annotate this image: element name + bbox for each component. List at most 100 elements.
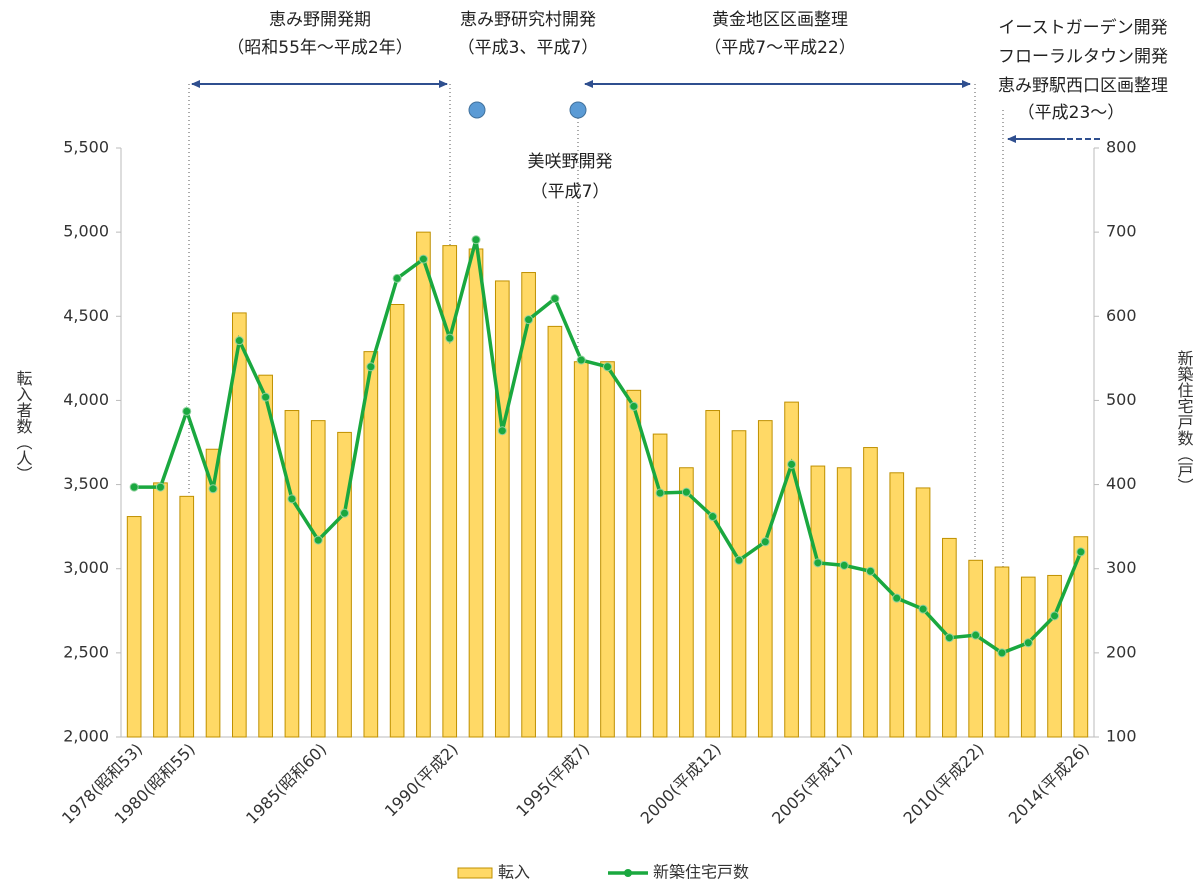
line-point: [839, 560, 849, 570]
bar: [337, 431, 352, 738]
bar: [310, 420, 326, 738]
bar: [968, 559, 983, 738]
y-tick-label: 5,500: [63, 138, 109, 157]
bar: [284, 410, 300, 738]
annotation: 黄金地区区画整理: [712, 10, 848, 30]
line-point: [129, 482, 139, 492]
bar: [600, 361, 615, 738]
y2-tick-label: 700: [1106, 222, 1137, 241]
annotation: フローラルタウン開発: [998, 47, 1168, 67]
line-point: [1050, 611, 1060, 621]
annotation: （昭和55年～平成2年）: [227, 38, 412, 58]
line-point: [603, 362, 612, 372]
bar: [652, 433, 668, 738]
line-point: [918, 604, 928, 614]
y2-tick-label: 200: [1106, 642, 1137, 661]
line-point: [261, 392, 271, 402]
line-point: [971, 630, 981, 640]
bar: [757, 420, 773, 738]
line-point: [997, 648, 1007, 658]
y-tick-label: 3,500: [63, 474, 109, 493]
bar: [126, 516, 142, 738]
line-point: [681, 487, 691, 497]
y2-tick-label: 400: [1106, 474, 1137, 493]
line-point: [629, 401, 639, 411]
bar: [363, 351, 379, 738]
legend-swatch: [457, 867, 493, 879]
line-point: [734, 555, 744, 565]
bar: [547, 325, 563, 738]
bar: [468, 248, 484, 738]
bar: [889, 472, 905, 738]
line-point: [708, 512, 718, 522]
line-point: [1023, 638, 1033, 648]
line-point: [366, 362, 376, 372]
bar: [494, 280, 510, 738]
y2-tick-label: 600: [1106, 306, 1137, 325]
bar: [389, 304, 405, 738]
line-point: [813, 558, 823, 568]
x-tick-label: 1995(平成7): [512, 740, 593, 821]
annotation: （平成3、平成7）: [458, 38, 599, 58]
x-tick-label: 1990(平成2): [381, 740, 462, 821]
bar: [232, 312, 247, 738]
bar: [731, 430, 747, 738]
bar: [153, 482, 168, 738]
x-tick-label: 1985(昭和60): [242, 740, 330, 828]
annotation: （平成7）: [531, 182, 610, 202]
arrows: [191, 80, 1100, 143]
line-point: [445, 333, 455, 343]
y-axis-title: 転入者数（人）: [14, 370, 33, 482]
bar: [836, 467, 852, 738]
annotation: （平成23～）: [1018, 103, 1125, 123]
line-point: [287, 494, 297, 504]
line-point: [497, 426, 507, 436]
y-tick-label: 2,000: [63, 727, 109, 746]
bar: [705, 410, 721, 738]
line-point: [392, 273, 402, 283]
bar: [205, 448, 221, 738]
bar: [1020, 576, 1036, 738]
line-point: [155, 482, 165, 492]
y2-tick-label: 300: [1106, 558, 1137, 577]
annotation: （平成7～平成22）: [704, 38, 855, 58]
annotation: 恵み野開発期: [269, 10, 371, 30]
line-point: [418, 254, 428, 264]
bar: [521, 272, 536, 738]
line-point: [471, 235, 481, 245]
line-point: [892, 593, 902, 603]
annotation: 恵み野駅西口区画整理: [998, 76, 1168, 96]
bar: [573, 361, 589, 738]
bar: [442, 245, 458, 738]
line-point: [1076, 547, 1086, 557]
x-tick-label: 2000(平成12): [637, 740, 725, 828]
y-tick-label: 4,000: [63, 390, 109, 409]
legend-label: 転入: [498, 863, 530, 882]
bar: [1073, 536, 1089, 738]
line-point: [944, 633, 954, 643]
event-marker: [569, 101, 587, 119]
bar: [679, 467, 694, 738]
y2-tick-label: 100: [1106, 727, 1137, 746]
annotation: 恵み野研究村開発: [460, 10, 596, 30]
legend-label: 新築住宅戸数: [653, 863, 749, 882]
line-point: [313, 535, 323, 545]
bar: [863, 447, 878, 738]
event-marker: [468, 101, 486, 119]
y-tick-label: 3,000: [63, 558, 109, 577]
bar: [179, 495, 195, 738]
line-point: [340, 508, 350, 518]
annotation: 美咲野開発: [528, 152, 613, 172]
y-tick-label: 2,500: [63, 642, 109, 661]
y2-tick-label: 800: [1106, 138, 1137, 157]
y2-tick-label: 500: [1106, 390, 1137, 409]
y-tick-label: 4,500: [63, 306, 109, 325]
line-point: [182, 406, 192, 416]
line-point: [234, 336, 244, 346]
line-point: [208, 484, 218, 494]
y2-axis-title: 新築住宅戸数（戸）: [1175, 350, 1194, 494]
bar: [784, 401, 799, 738]
line-point: [787, 459, 797, 469]
y-tick-label: 5,000: [63, 222, 109, 241]
